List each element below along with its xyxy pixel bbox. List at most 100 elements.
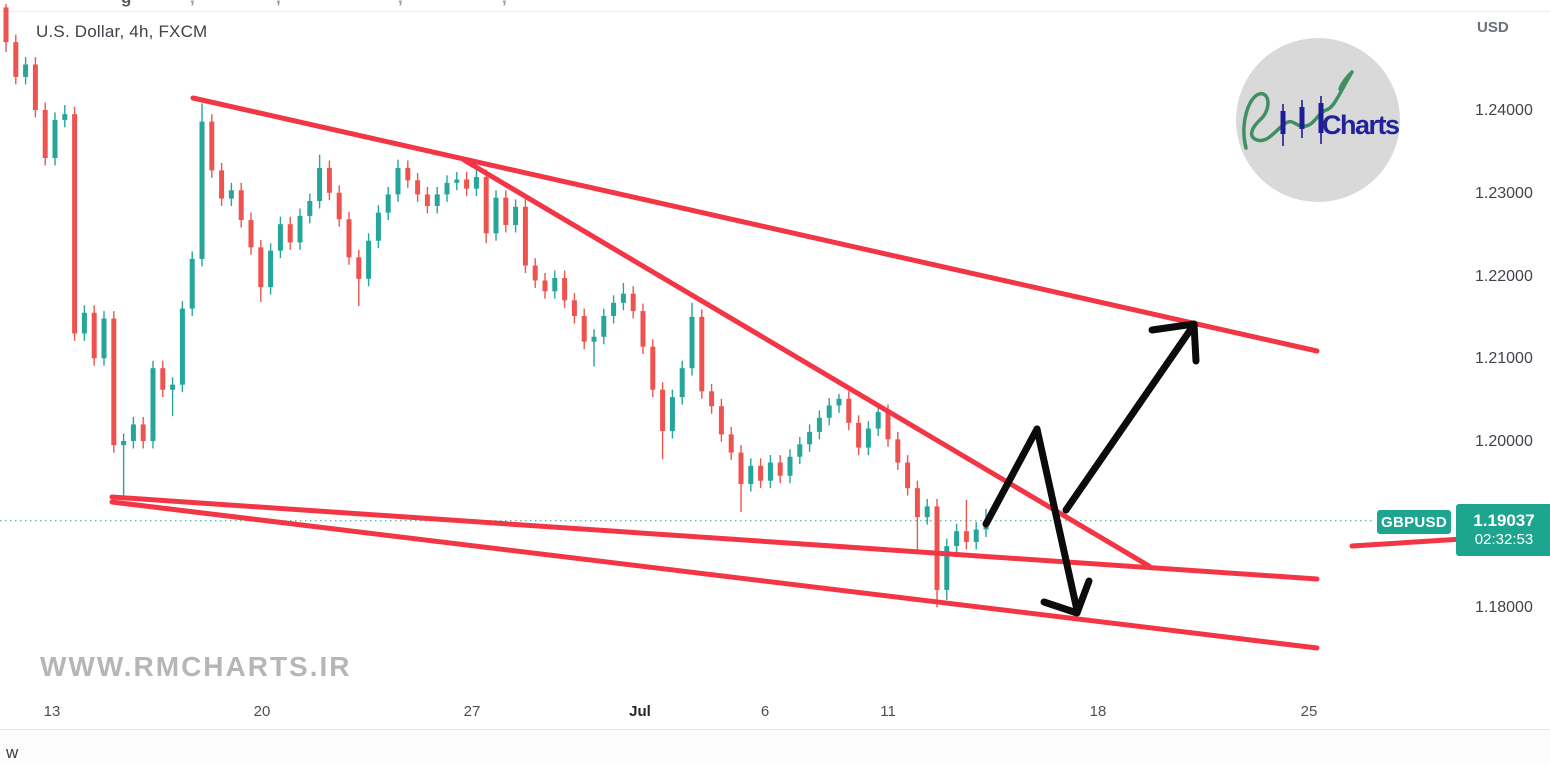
candle-body xyxy=(454,179,460,183)
candle-body xyxy=(189,258,195,309)
time-tick-label: 6 xyxy=(760,703,770,720)
trendline[interactable] xyxy=(109,494,1320,582)
candle xyxy=(464,172,470,197)
candle xyxy=(189,251,195,317)
candle xyxy=(581,308,587,350)
arrow-segment[interactable] xyxy=(982,425,1041,528)
candle xyxy=(826,397,832,426)
watermark: WWW.RMCHARTS.IR xyxy=(40,651,352,682)
candles-layer xyxy=(3,4,989,608)
candle xyxy=(650,339,656,398)
candle xyxy=(954,523,960,554)
candle-body xyxy=(366,240,372,279)
candle xyxy=(91,305,97,366)
candle xyxy=(248,212,254,255)
projection-arrow[interactable] xyxy=(982,320,1200,617)
arrow-segment[interactable] xyxy=(1062,325,1195,514)
candle-body xyxy=(748,465,754,485)
candle-body xyxy=(179,308,185,385)
candle xyxy=(326,160,332,201)
candle-body xyxy=(787,456,793,476)
candle-body xyxy=(963,531,969,542)
candle-body xyxy=(32,64,38,110)
candle xyxy=(287,216,293,250)
candle xyxy=(777,455,783,484)
candle-body xyxy=(473,177,479,189)
candle xyxy=(571,292,577,324)
candle-body xyxy=(307,201,313,216)
candle xyxy=(121,433,127,498)
candle xyxy=(307,193,313,224)
candle-body xyxy=(581,316,587,342)
candle-body xyxy=(620,293,626,303)
candle-body xyxy=(924,506,930,518)
candle-body xyxy=(562,277,568,301)
candle xyxy=(503,190,509,233)
candle-body xyxy=(542,280,548,292)
candle-body xyxy=(219,170,225,199)
candle xyxy=(336,185,342,227)
candle xyxy=(748,458,754,492)
candle-body xyxy=(895,439,901,463)
candle xyxy=(42,102,48,166)
candle-body xyxy=(552,277,558,292)
price-tick-label: 1.20000 xyxy=(1475,433,1533,450)
candle xyxy=(238,182,244,228)
time-tick-label: 18 xyxy=(1089,703,1107,720)
candle xyxy=(689,302,695,376)
candle xyxy=(914,480,920,551)
candle-body xyxy=(170,384,176,390)
candle xyxy=(816,410,822,440)
candle xyxy=(375,205,381,249)
candle xyxy=(258,239,264,302)
candle xyxy=(170,377,176,417)
trendline[interactable] xyxy=(109,499,1320,651)
candle-body xyxy=(885,412,891,440)
candle-body xyxy=(209,121,215,171)
candle-body xyxy=(336,192,342,220)
candle xyxy=(532,258,538,288)
arrow-segment[interactable] xyxy=(1033,425,1081,614)
bottom-left-clipped-text: w xyxy=(6,743,19,762)
candle-body xyxy=(356,257,362,279)
candle xyxy=(797,436,803,465)
clipped-text-fragment: , xyxy=(190,0,195,8)
candle xyxy=(767,455,773,489)
candle-body xyxy=(23,64,29,77)
candle-body xyxy=(934,506,940,590)
candle xyxy=(542,273,548,299)
candle-body xyxy=(483,177,489,234)
candle-body xyxy=(346,219,352,258)
candle-body xyxy=(199,121,205,259)
arrowhead-icon xyxy=(1040,577,1093,617)
candle xyxy=(924,498,930,525)
arrowhead-icon xyxy=(1148,320,1200,365)
candle-body xyxy=(375,212,381,241)
candle xyxy=(209,114,215,178)
candle xyxy=(728,426,734,461)
trendline[interactable] xyxy=(461,157,1152,569)
trendline[interactable] xyxy=(190,95,1320,354)
candle-body xyxy=(277,224,283,251)
price-tick-label: 1.22000 xyxy=(1475,268,1533,285)
time-tick-label: 20 xyxy=(253,703,271,720)
candle-body xyxy=(62,114,68,120)
symbol-title[interactable]: U.S. Dollar, 4h, FXCM xyxy=(36,22,208,41)
candle-body xyxy=(777,462,783,476)
candle-body xyxy=(248,220,254,248)
candle-body xyxy=(973,529,979,542)
top-clipped-text: g,,,, xyxy=(0,0,900,7)
candle-body xyxy=(3,7,9,43)
candle xyxy=(415,172,421,202)
candle xyxy=(13,34,19,85)
trendlines-layer[interactable] xyxy=(109,95,1481,651)
candle-body xyxy=(424,194,430,206)
candle-body xyxy=(591,336,597,342)
candle xyxy=(52,112,58,166)
candle-body xyxy=(287,224,293,243)
candle-body xyxy=(493,197,499,234)
candle-body xyxy=(954,531,960,547)
quote-currency-label: USD xyxy=(1477,19,1509,36)
candle xyxy=(483,169,489,244)
